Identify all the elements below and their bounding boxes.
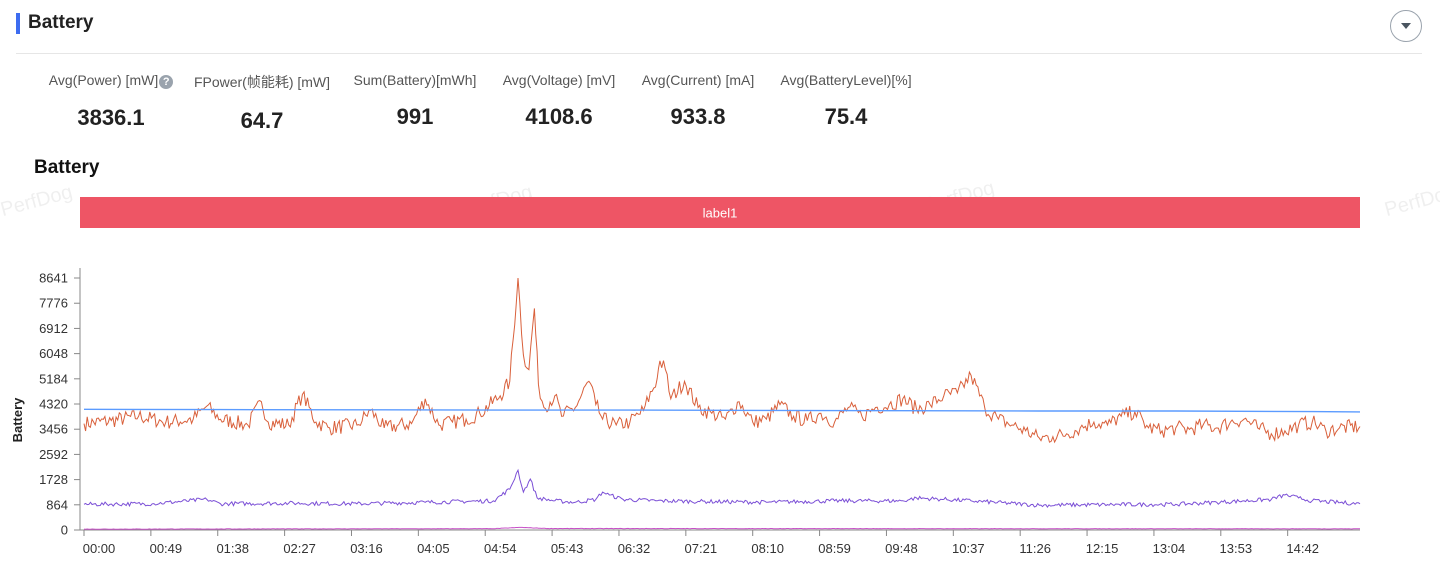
stat-avg-power: Avg(Power) [mW]? 3836.1 [42, 72, 180, 131]
y-tick-label: 4320 [39, 397, 68, 412]
x-tick-label: 04:54 [484, 541, 517, 556]
stat-avg-battery-level: Avg(BatteryLevel)[%] 75.4 [776, 72, 916, 130]
x-tick-label: 05:43 [551, 541, 584, 556]
x-tick-label: 12:15 [1086, 541, 1119, 556]
y-tick-label: 8641 [39, 271, 68, 286]
y-tick-label: 3456 [39, 422, 68, 437]
x-tick-label: 06:32 [618, 541, 651, 556]
stat-value: 3836.1 [77, 105, 145, 130]
x-tick-label: 03:16 [350, 541, 383, 556]
y-tick-label: 7776 [39, 296, 68, 311]
y-tick-label: 864 [46, 497, 68, 512]
x-tick-label: 00:49 [150, 541, 183, 556]
help-icon[interactable]: ? [159, 75, 174, 89]
y-tick-label: 0 [61, 523, 68, 538]
section-title: Battery [28, 12, 94, 33]
x-tick-label: 08:10 [751, 541, 784, 556]
x-tick-label: 08:59 [818, 541, 851, 556]
series-line-power [83, 277, 1361, 444]
x-tick-label: 09:48 [885, 541, 918, 556]
series-line-voltage [83, 408, 1361, 413]
series-lines [83, 277, 1361, 530]
stat-avg-current: Avg(Current) [mA] 933.8 [637, 72, 759, 130]
label-band[interactable]: label1 [80, 197, 1360, 228]
x-tick-label: 07:21 [685, 541, 718, 556]
section-accent-bar [16, 13, 20, 34]
stat-sum-battery: Sum(Battery)[mWh] 991 [349, 72, 481, 130]
x-tick-label: 00:00 [83, 541, 116, 556]
y-tick-label: 6912 [39, 321, 68, 336]
label-band-rect[interactable] [80, 197, 1360, 228]
series-line-current [83, 468, 1361, 508]
x-tick-label: 01:38 [216, 541, 249, 556]
collapse-button[interactable] [1390, 10, 1422, 42]
stat-fpower: FPower(帧能耗) [mW] 64.7 [192, 72, 332, 134]
y-tick-label: 6048 [39, 346, 68, 361]
stat-label: Avg(BatteryLevel)[%] [780, 72, 912, 88]
x-tick-label: 02:27 [283, 541, 316, 556]
y-axis: 0 864 1728 2592 3456 4320 5184 6048 6912 7776 8641 [39, 268, 81, 538]
stat-value: 64.7 [240, 108, 284, 133]
x-tick-label: 11:26 [1019, 541, 1051, 556]
series-line-level [83, 526, 1360, 530]
stat-value: 991 [396, 104, 434, 129]
y-tick-label: 2592 [39, 447, 68, 462]
y-tick-label: 1728 [39, 472, 68, 487]
stat-value: 75.4 [824, 104, 868, 129]
battery-chart: label1 Battery 0 864 1728 2592 3456 4320 5184 6… [10, 197, 1361, 556]
stat-avg-voltage: Avg(Voltage) [mV] 4108.6 [498, 72, 620, 130]
chart-title: Battery [34, 157, 100, 178]
stat-label: Avg(Power) [mW]? [42, 72, 180, 89]
x-tick-label: 04:05 [417, 541, 450, 556]
caret-down-icon [1401, 23, 1411, 29]
stat-value: 933.8 [670, 104, 726, 129]
stat-label: Avg(Voltage) [mV] [502, 72, 616, 88]
x-axis: 00:00 00:49 01:38 02:27 03:16 04:05 04:54 05:43… [80, 529, 1360, 556]
stat-label: FPower(帧能耗) [mW] [193, 74, 331, 90]
stat-label: Avg(Current) [mA] [641, 72, 755, 88]
stat-label: Sum(Battery)[mWh] [353, 72, 477, 88]
label-band-text: label1 [703, 206, 738, 221]
x-tick-label: 10:37 [952, 541, 985, 556]
x-tick-label: 13:04 [1153, 541, 1186, 556]
stat-value: 4108.6 [525, 104, 593, 129]
y-tick-label: 5184 [39, 371, 68, 386]
x-tick-label: 14:42 [1286, 541, 1319, 556]
section-header: Battery [16, 10, 1422, 54]
y-axis-title: Battery [10, 397, 25, 443]
x-tick-label: 13:53 [1220, 541, 1253, 556]
